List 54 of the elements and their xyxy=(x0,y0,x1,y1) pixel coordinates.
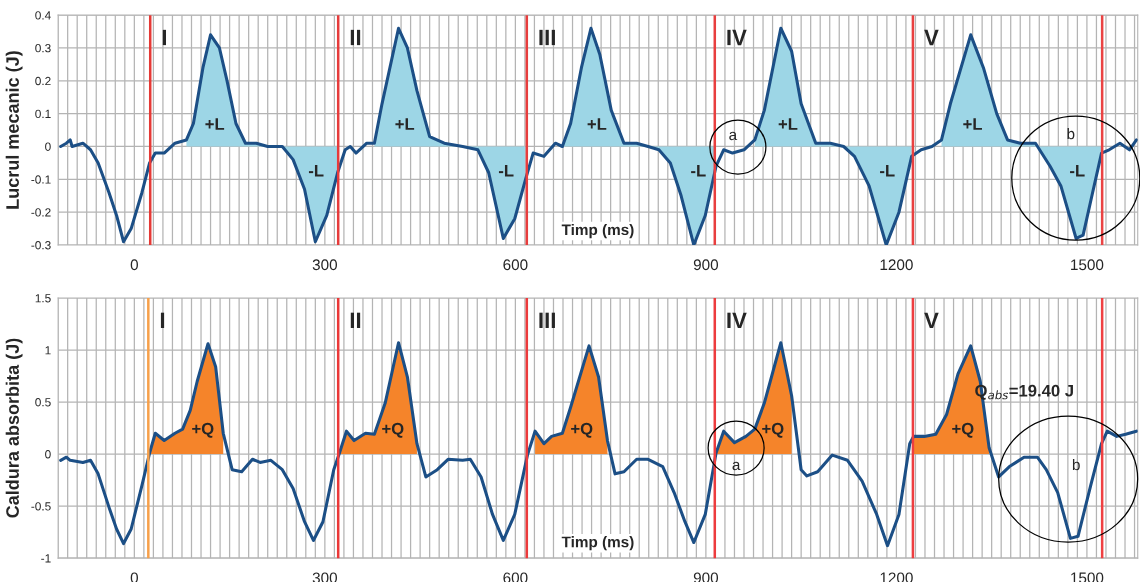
annotation: +L xyxy=(778,118,798,130)
y-tick-label: 0 xyxy=(45,142,51,151)
annotation: +Q xyxy=(571,422,593,438)
annotation: b xyxy=(1072,458,1080,471)
y-axis-title: Caldura absorbita (J) xyxy=(5,338,23,518)
y-tick-label: 0 xyxy=(45,450,51,459)
annotation: +Q xyxy=(192,422,214,438)
y-tick-label: 0.5 xyxy=(35,398,51,407)
y-axis-title: Lucrul mecanic (J) xyxy=(5,51,23,209)
x-tick-label: 1500 xyxy=(1071,259,1104,271)
ref-line-label: V xyxy=(924,312,939,328)
y-tick-label: 0.4 xyxy=(35,11,51,20)
y-tick-label: -0.2 xyxy=(31,208,51,217)
annotation: a xyxy=(732,461,741,471)
y-tick-label: -0.3 xyxy=(31,241,51,250)
annotation: Q$_{abs}$=19.40 J xyxy=(975,384,1073,400)
annotation: +L xyxy=(205,118,225,130)
y-tick-label: 0.3 xyxy=(35,44,51,53)
annotation: a xyxy=(729,131,738,141)
ref-line-label: I xyxy=(160,312,165,328)
x-tick-label: 0 xyxy=(130,259,138,271)
annotation: +Q xyxy=(762,422,784,438)
annotation: +Q xyxy=(382,422,404,438)
ref-line-label: I xyxy=(162,29,167,46)
annotation: +Q xyxy=(952,422,974,438)
x-tick-label: 1200 xyxy=(880,259,913,271)
x-axis-title: Timp (ms) xyxy=(561,223,634,239)
ref-line-label: IV xyxy=(727,312,747,328)
y-tick-label: 1 xyxy=(45,346,51,355)
x-tick-label: 600 xyxy=(503,259,528,271)
y-tick-label: -1 xyxy=(41,554,51,563)
annotation: -L xyxy=(1070,164,1085,177)
annotation: +L xyxy=(587,118,607,130)
ref-line-label: IV xyxy=(727,29,747,46)
y-tick-label: 0.2 xyxy=(35,76,51,86)
annotation: -L xyxy=(498,164,514,177)
ref-line-label: II xyxy=(350,29,361,46)
y-tick-label: -0.5 xyxy=(31,502,51,511)
x-tick-label: 300 xyxy=(312,259,338,271)
ref-line-label: II xyxy=(350,312,361,328)
ref-line-label: V xyxy=(924,29,939,46)
annotation: +L xyxy=(395,118,415,130)
ref-line-label: III xyxy=(539,312,555,328)
annotation: -L xyxy=(691,164,706,177)
annotation: b xyxy=(1067,128,1075,140)
y-tick-label: -0.1 xyxy=(31,175,51,184)
annotation: -L xyxy=(308,164,324,177)
annotation: +L xyxy=(963,118,982,130)
y-tick-label: 1.5 xyxy=(35,294,51,303)
x-axis-title: Timp (ms) xyxy=(561,536,634,551)
annotation: -L xyxy=(880,164,895,177)
y-tick-label: 0.1 xyxy=(35,109,51,119)
ref-line-label: III xyxy=(539,29,555,46)
x-tick-label: 900 xyxy=(693,259,719,271)
